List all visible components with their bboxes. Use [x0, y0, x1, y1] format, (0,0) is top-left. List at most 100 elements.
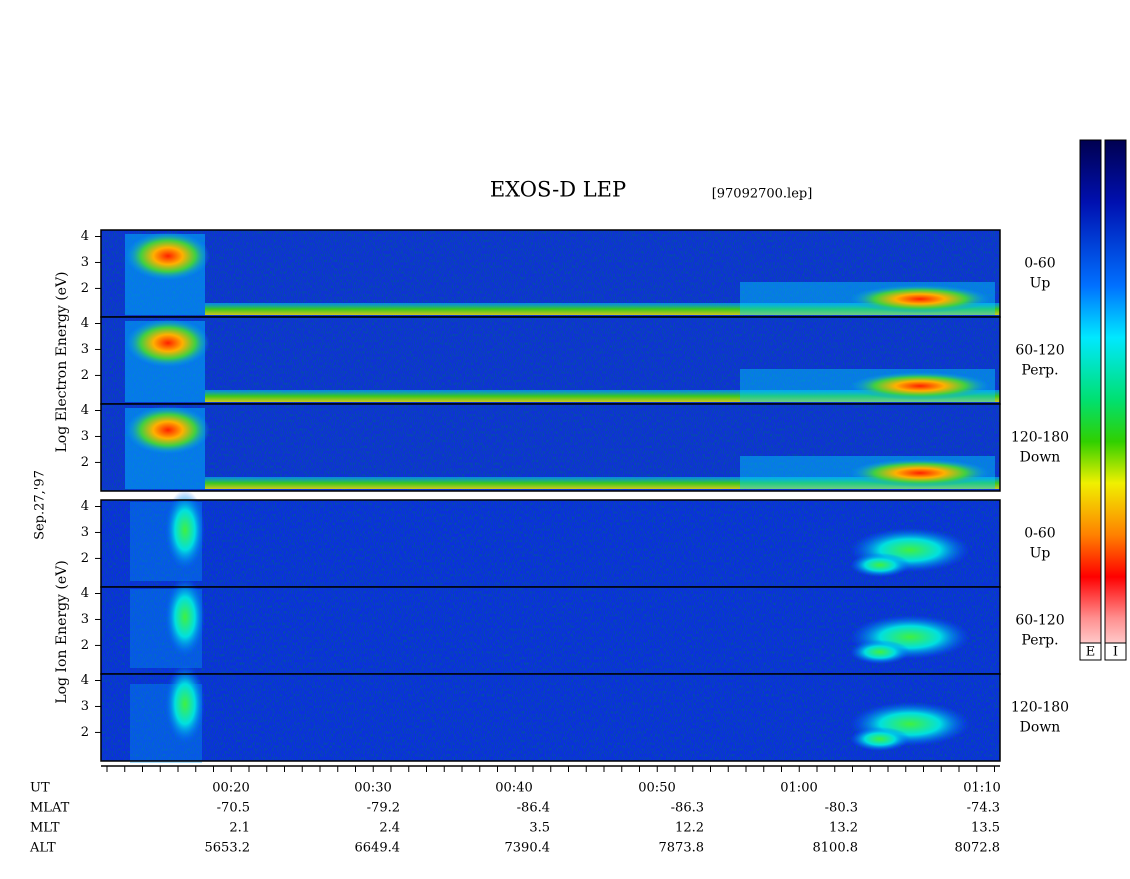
row-value: 2.1 — [229, 821, 250, 836]
row-value: 3.5 — [529, 821, 550, 836]
panel-direction: Perp. — [1021, 363, 1058, 379]
spectrogram-panel — [100, 229, 1001, 318]
row-value: 7390.4 — [505, 841, 551, 856]
panel-direction: Down — [1020, 720, 1061, 736]
row-value: 12.2 — [675, 821, 704, 836]
y-tick-label: 4 — [81, 673, 89, 688]
ut-label: 01:10 — [963, 781, 1000, 796]
ut-label: 00:30 — [354, 781, 391, 796]
ut-label: 00:50 — [638, 781, 675, 796]
burst-cool — [165, 577, 205, 657]
panel-direction: Up — [1030, 546, 1051, 562]
colorbar-label: I — [1113, 645, 1118, 660]
y-label-electron: Log Electron Energy (eV) — [54, 271, 70, 452]
panel-frame — [100, 673, 1001, 762]
low-energy-band — [205, 477, 1000, 489]
row-value: 13.5 — [971, 821, 1000, 836]
spectrogram-panel — [100, 490, 1001, 588]
spectrogram-panel — [100, 316, 1001, 405]
right-hot — [850, 459, 990, 487]
row-value: 6649.4 — [355, 841, 401, 856]
burst-cool — [165, 664, 205, 744]
y-tick-label: 4 — [81, 229, 89, 244]
ut-label: 01:00 — [780, 781, 817, 796]
y-tick-label: 4 — [81, 316, 89, 331]
ut-label: 00:20 — [212, 781, 249, 796]
panel-angle: 60-120 — [1015, 343, 1064, 359]
title: EXOS-D LEP — [490, 178, 626, 202]
speckle — [101, 404, 1000, 491]
row-name: ALT — [29, 841, 56, 856]
speckle — [101, 674, 1000, 761]
spectrogram-panel — [100, 664, 1001, 763]
y-tick-label: 3 — [81, 255, 89, 270]
row-value: 8072.8 — [955, 841, 1001, 856]
speckle — [101, 500, 1000, 587]
right-cool — [850, 727, 910, 751]
y-tick-label: 3 — [81, 612, 89, 627]
date-label: Sep.27,'97 — [33, 470, 48, 540]
low-energy-band — [205, 390, 1000, 402]
speckle — [101, 230, 1000, 317]
right-cool — [850, 640, 910, 664]
row-value: 8100.8 — [813, 841, 859, 856]
y-tick-label: 4 — [81, 499, 89, 514]
burst-hot — [126, 406, 210, 454]
colorbar-box — [1079, 642, 1102, 661]
spectrogram-panel — [100, 403, 1001, 492]
y-tick-label: 2 — [81, 725, 89, 740]
panel-frame — [100, 403, 1001, 492]
panel-angle: 60-120 — [1015, 613, 1064, 629]
panel-angle: 120-180 — [1011, 700, 1069, 716]
speckle — [101, 587, 1000, 674]
row-value: 2.4 — [379, 821, 400, 836]
panel-direction: Down — [1020, 450, 1061, 466]
row-value: -80.3 — [825, 801, 858, 816]
row-value: 7873.8 — [659, 841, 705, 856]
right-hot — [850, 285, 990, 313]
colorbar-label: E — [1086, 645, 1096, 660]
row-value: -86.3 — [671, 801, 704, 816]
colorbar-box — [1104, 642, 1127, 661]
y-tick-label: 3 — [81, 525, 89, 540]
colorbar-i — [1104, 139, 1127, 661]
panel-angle: 0-60 — [1024, 526, 1055, 542]
row-value: 13.2 — [829, 821, 858, 836]
row-value: 5653.2 — [205, 841, 251, 856]
low-energy-band — [205, 303, 1000, 315]
panel-angle: 120-180 — [1011, 430, 1069, 446]
y-tick-label: 2 — [81, 551, 89, 566]
y-tick-label: 2 — [81, 455, 89, 470]
y-tick-label: 2 — [81, 281, 89, 296]
row-name: MLAT — [30, 801, 70, 816]
ut-label: 00:40 — [495, 781, 532, 796]
y-label-ion: Log Ion Energy (eV) — [54, 560, 70, 703]
colorbar: E I — [1079, 139, 1127, 661]
y-tick-label: 3 — [81, 342, 89, 357]
y-tick-label: 4 — [81, 403, 89, 418]
row-value: -74.3 — [967, 801, 1000, 816]
spectrogram-panel — [100, 577, 1001, 675]
colorbar-e — [1079, 139, 1102, 661]
right-hot — [850, 372, 990, 400]
burst-cool — [165, 490, 205, 570]
burst-hot — [126, 319, 210, 367]
row-name: MLT — [30, 821, 60, 836]
row-value: -70.5 — [217, 801, 250, 816]
y-tick-label: 2 — [81, 368, 89, 383]
row-value: -79.2 — [367, 801, 400, 816]
speckle — [101, 317, 1000, 404]
panel-direction: Up — [1030, 276, 1051, 292]
right-cool — [850, 553, 910, 577]
y-tick-label: 3 — [81, 699, 89, 714]
file-name: [97092700.lep] — [712, 187, 813, 202]
y-tick-label: 4 — [81, 586, 89, 601]
panel-direction: Perp. — [1021, 633, 1058, 649]
y-tick-label: 2 — [81, 638, 89, 653]
row-name: UT — [30, 781, 50, 796]
row-value: -86.4 — [517, 801, 550, 816]
burst-hot — [126, 232, 210, 280]
y-tick-label: 3 — [81, 429, 89, 444]
panel-angle: 0-60 — [1024, 256, 1055, 272]
